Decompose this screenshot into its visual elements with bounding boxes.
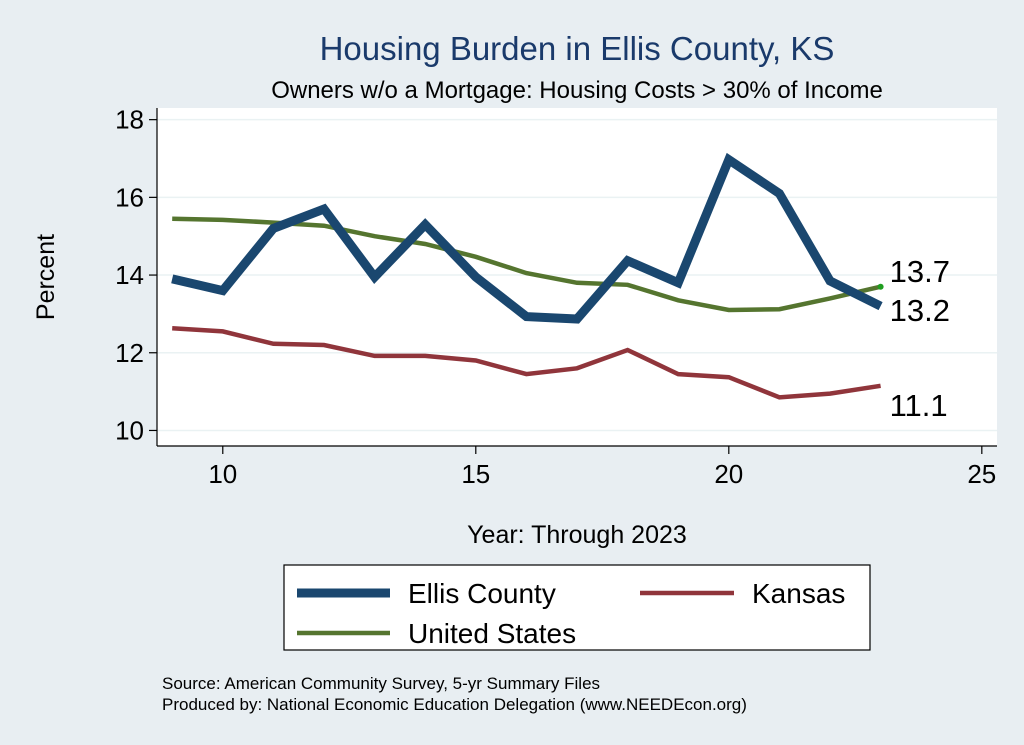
plot-area xyxy=(157,108,997,446)
chart-subtitle: Owners w/o a Mortgage: Housing Costs > 3… xyxy=(271,77,883,104)
x-tick-label: 10 xyxy=(208,459,237,489)
end-labels: 13.2 11.1 13.7 xyxy=(890,254,950,423)
series-lines xyxy=(171,152,884,400)
legend-box xyxy=(283,564,871,651)
chart-title: Housing Burden in Ellis County, KS xyxy=(320,30,835,67)
y-tick-label: 10 xyxy=(115,415,144,445)
y-tick-label: 12 xyxy=(115,338,144,368)
legend-label-united-states: United States xyxy=(408,618,576,649)
x-tick-label: 20 xyxy=(714,459,743,489)
legend-label-kansas: Kansas xyxy=(752,578,845,609)
x-axis-label: Year: Through 2023 xyxy=(467,521,687,549)
x-tick-label: 15 xyxy=(461,459,490,489)
end-label-ellis-county: 13.2 xyxy=(890,293,950,328)
y-tick-label: 14 xyxy=(115,260,144,290)
source-line-2: Produced by: National Economic Education… xyxy=(162,695,747,714)
legend: Ellis County Kansas United States xyxy=(283,564,871,651)
series-line-ellis-county xyxy=(171,152,883,324)
source-line-1: Source: American Community Survey, 5-yr … xyxy=(162,674,600,693)
gridlines xyxy=(157,118,997,432)
legend-label-ellis-county: Ellis County xyxy=(408,578,556,609)
end-label-united-states: 13.7 xyxy=(890,254,950,289)
y-tick-label: 16 xyxy=(115,182,144,212)
y-axis-label: Percent xyxy=(32,234,60,320)
series-line-kansas xyxy=(172,326,881,400)
x-tick-label: 25 xyxy=(967,459,996,489)
axes: 10 12 14 16 18 10 15 20 25 xyxy=(115,105,997,489)
series-end-marker-united-states xyxy=(877,283,884,290)
y-tick-label: 18 xyxy=(115,105,144,135)
legend-items: Ellis County Kansas United States xyxy=(297,578,845,649)
end-label-kansas: 11.1 xyxy=(890,388,948,423)
